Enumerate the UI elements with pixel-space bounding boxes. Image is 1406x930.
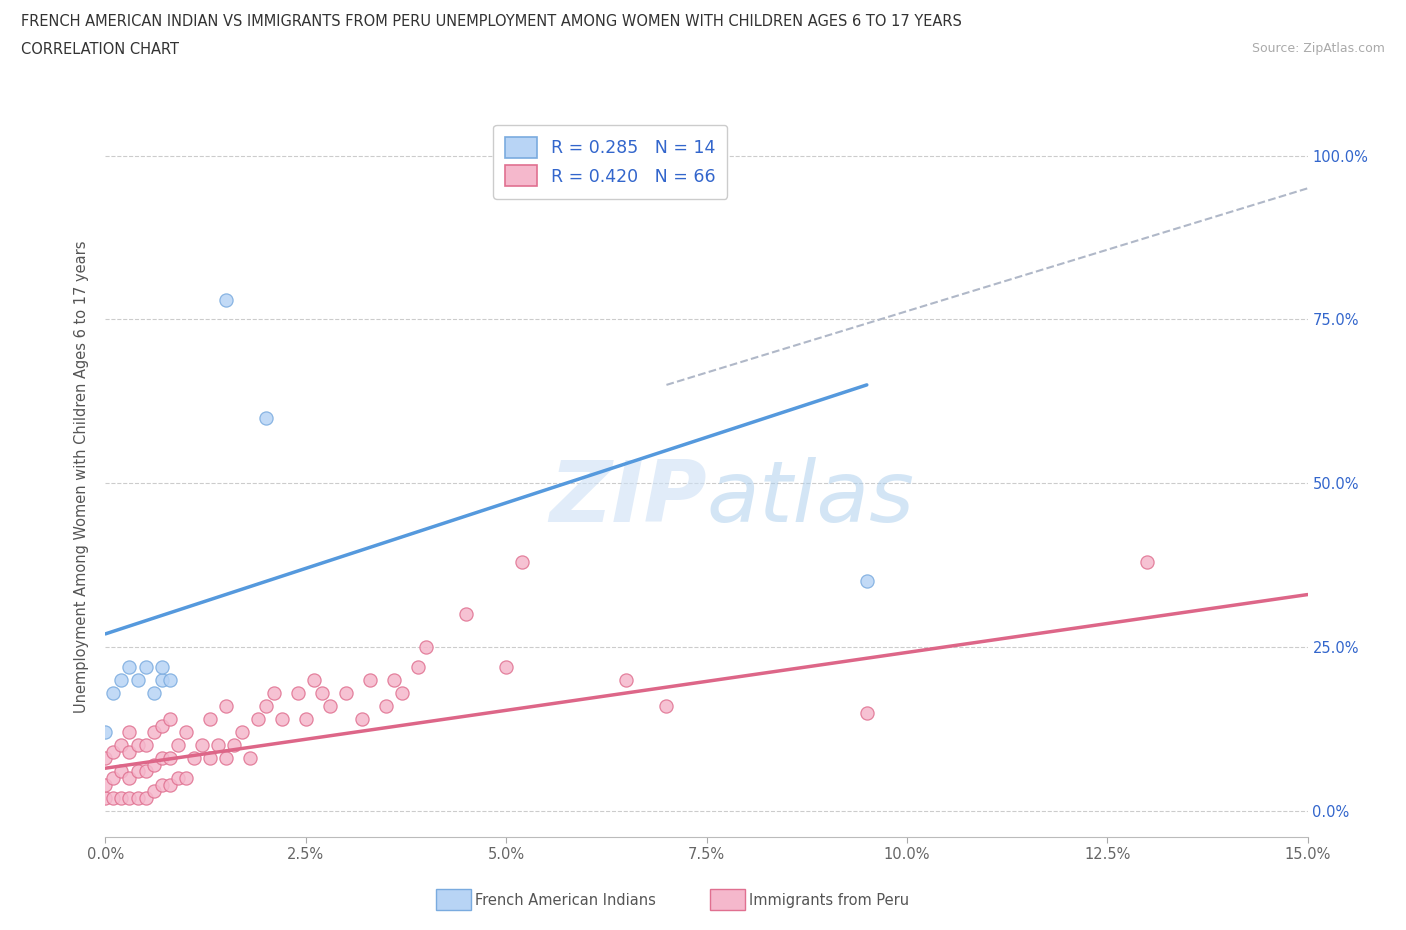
Point — [855, 705, 877, 720]
Point — [190, 737, 212, 752]
Point — [214, 698, 236, 713]
Point — [319, 698, 342, 713]
Point — [150, 672, 173, 687]
Point — [94, 790, 117, 805]
Point — [454, 606, 477, 621]
Point — [382, 672, 405, 687]
Point — [127, 737, 149, 752]
Point — [616, 181, 638, 196]
Point — [270, 711, 292, 726]
Point — [655, 698, 678, 713]
Text: atlas: atlas — [707, 457, 914, 539]
Point — [159, 777, 181, 792]
Point — [159, 711, 181, 726]
Text: ZIP: ZIP — [548, 457, 707, 539]
Y-axis label: Unemployment Among Women with Children Ages 6 to 17 years: Unemployment Among Women with Children A… — [75, 240, 90, 713]
Point — [110, 790, 132, 805]
Point — [1136, 554, 1159, 569]
Point — [335, 685, 357, 700]
Text: French American Indians: French American Indians — [475, 893, 657, 908]
Point — [254, 698, 277, 713]
Point — [159, 751, 181, 765]
Point — [135, 790, 157, 805]
Legend: R = 0.285   N = 14, R = 0.420   N = 66: R = 0.285 N = 14, R = 0.420 N = 66 — [494, 125, 727, 198]
Point — [174, 724, 197, 739]
Point — [142, 757, 165, 772]
Point — [127, 672, 149, 687]
Point — [374, 698, 398, 713]
Point — [135, 659, 157, 674]
Point — [302, 672, 325, 687]
Point — [127, 764, 149, 779]
Point — [406, 659, 429, 674]
Point — [246, 711, 269, 726]
Point — [110, 672, 132, 687]
Point — [135, 764, 157, 779]
Point — [103, 790, 125, 805]
Point — [150, 777, 173, 792]
Point — [142, 724, 165, 739]
Point — [94, 751, 117, 765]
Point — [207, 737, 229, 752]
Text: Immigrants from Peru: Immigrants from Peru — [749, 893, 910, 908]
Point — [166, 737, 188, 752]
Point — [198, 711, 221, 726]
Point — [142, 784, 165, 799]
Point — [350, 711, 373, 726]
Point — [222, 737, 245, 752]
Point — [616, 672, 638, 687]
Point — [94, 777, 117, 792]
Point — [198, 751, 221, 765]
Point — [174, 771, 197, 786]
Point — [295, 711, 318, 726]
Text: CORRELATION CHART: CORRELATION CHART — [21, 42, 179, 57]
Point — [287, 685, 309, 700]
Point — [142, 685, 165, 700]
Point — [118, 790, 141, 805]
Point — [311, 685, 333, 700]
Text: Source: ZipAtlas.com: Source: ZipAtlas.com — [1251, 42, 1385, 55]
Point — [118, 744, 141, 759]
Point — [103, 685, 125, 700]
Point — [214, 751, 236, 765]
Point — [254, 410, 277, 425]
Point — [150, 659, 173, 674]
Point — [495, 659, 517, 674]
Point — [391, 685, 413, 700]
Point — [415, 640, 437, 655]
Point — [110, 764, 132, 779]
Point — [855, 574, 877, 589]
Point — [214, 292, 236, 307]
Point — [183, 751, 205, 765]
Point — [127, 790, 149, 805]
Point — [263, 685, 285, 700]
Point — [110, 737, 132, 752]
Point — [239, 751, 262, 765]
Point — [159, 672, 181, 687]
Point — [103, 744, 125, 759]
Point — [166, 771, 188, 786]
Point — [118, 724, 141, 739]
Text: FRENCH AMERICAN INDIAN VS IMMIGRANTS FROM PERU UNEMPLOYMENT AMONG WOMEN WITH CHI: FRENCH AMERICAN INDIAN VS IMMIGRANTS FRO… — [21, 14, 962, 29]
Point — [150, 718, 173, 733]
Point — [94, 724, 117, 739]
Point — [103, 771, 125, 786]
Point — [510, 554, 533, 569]
Point — [231, 724, 253, 739]
Point — [118, 771, 141, 786]
Point — [118, 659, 141, 674]
Point — [150, 751, 173, 765]
Point — [359, 672, 381, 687]
Point — [135, 737, 157, 752]
